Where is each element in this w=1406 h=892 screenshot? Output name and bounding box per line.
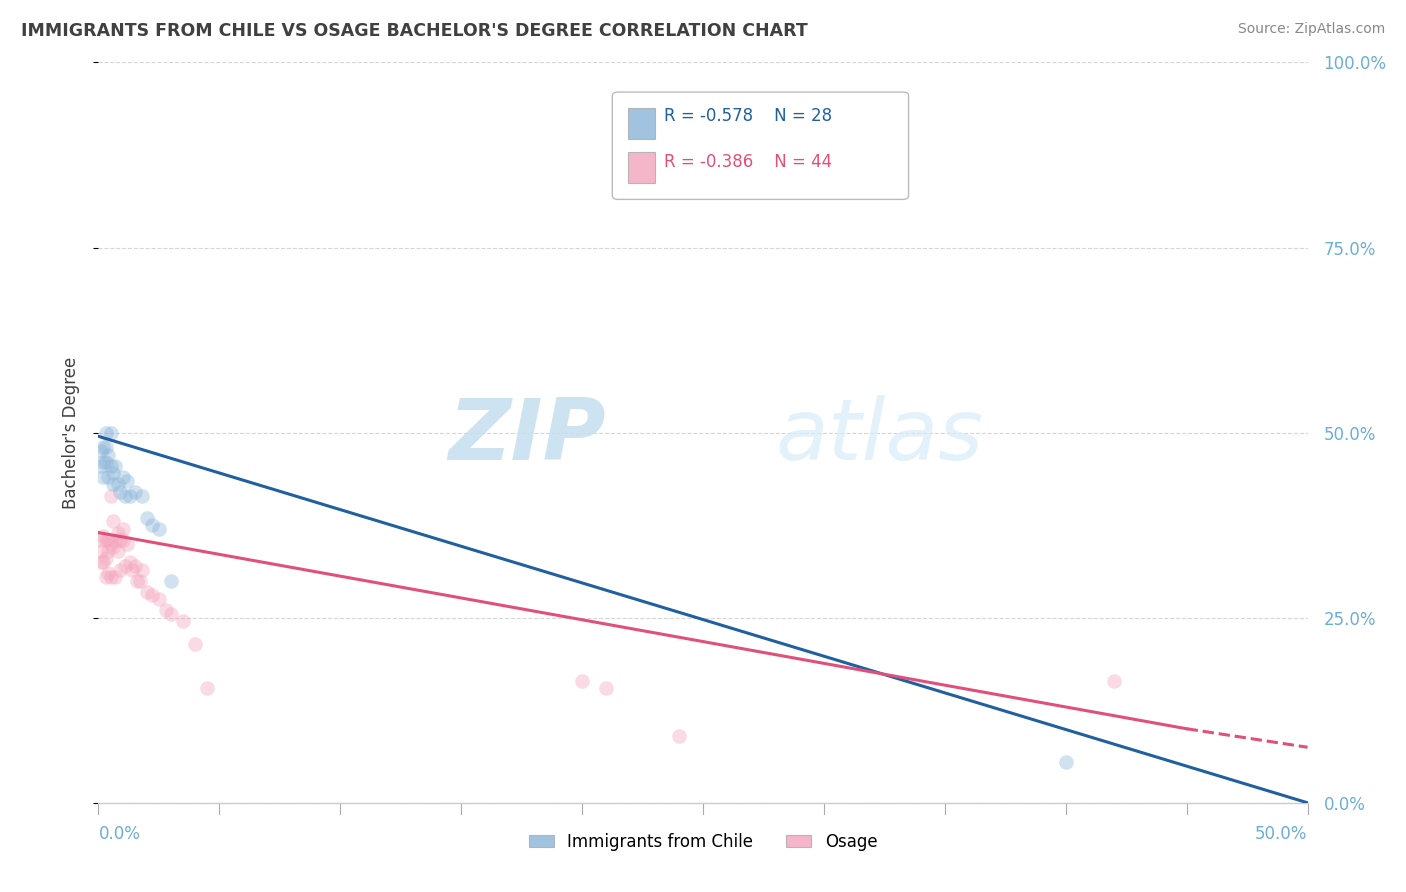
Point <box>124 484 146 499</box>
Point <box>111 533 134 547</box>
Text: atlas: atlas <box>776 395 984 478</box>
Point <box>131 563 153 577</box>
Text: 0.0%: 0.0% <box>98 825 141 843</box>
Point <box>94 441 117 455</box>
Point <box>90 555 112 569</box>
Text: R = -0.578    N = 28: R = -0.578 N = 28 <box>664 108 832 126</box>
Text: Source: ZipAtlas.com: Source: ZipAtlas.com <box>1237 22 1385 37</box>
Point <box>104 533 127 547</box>
Point <box>131 489 153 503</box>
Point <box>100 570 122 584</box>
Point <box>1054 755 1077 769</box>
Point <box>118 555 141 569</box>
Point <box>114 489 136 503</box>
Point <box>595 681 617 695</box>
Bar <box>628 152 655 183</box>
Point <box>124 558 146 573</box>
Point <box>90 458 112 473</box>
Point <box>111 470 134 484</box>
Text: IMMIGRANTS FROM CHILE VS OSAGE BACHELOR'S DEGREE CORRELATION CHART: IMMIGRANTS FROM CHILE VS OSAGE BACHELOR'… <box>21 22 808 40</box>
Point <box>101 467 124 481</box>
Point <box>97 448 120 462</box>
Point <box>135 510 157 524</box>
Point <box>117 474 139 488</box>
Point <box>148 592 170 607</box>
Point <box>100 458 122 473</box>
Point <box>141 589 163 603</box>
Bar <box>628 108 655 138</box>
Point <box>104 458 127 473</box>
Point <box>94 551 117 566</box>
Point <box>184 637 207 651</box>
FancyBboxPatch shape <box>613 92 908 200</box>
Point <box>107 525 129 540</box>
Point <box>160 574 183 588</box>
Point <box>101 477 124 491</box>
Point <box>128 574 150 588</box>
Point <box>1102 673 1125 688</box>
Point <box>141 518 163 533</box>
Point <box>100 489 122 503</box>
Point <box>90 544 112 558</box>
Point <box>155 603 177 617</box>
Point <box>101 541 124 555</box>
Point <box>111 522 134 536</box>
Point <box>104 570 127 584</box>
Point <box>172 615 194 629</box>
Point <box>668 729 690 743</box>
Point <box>135 584 157 599</box>
Point <box>91 529 114 543</box>
Point <box>160 607 183 621</box>
Point <box>121 563 143 577</box>
Point <box>117 536 139 550</box>
Point <box>108 563 131 577</box>
Point <box>97 470 120 484</box>
Point <box>90 533 112 547</box>
Point <box>97 566 120 581</box>
Point <box>97 533 120 547</box>
Point <box>91 455 114 469</box>
Point <box>571 673 593 688</box>
Text: R = -0.386    N = 44: R = -0.386 N = 44 <box>664 153 832 171</box>
Point <box>91 470 114 484</box>
Point <box>94 570 117 584</box>
Point <box>94 533 117 547</box>
Point <box>101 515 124 529</box>
Point <box>94 425 117 440</box>
Point <box>107 477 129 491</box>
Point <box>100 536 122 550</box>
Point <box>127 574 149 588</box>
Point <box>94 455 117 469</box>
Point <box>114 558 136 573</box>
Point <box>107 544 129 558</box>
Legend: Immigrants from Chile, Osage: Immigrants from Chile, Osage <box>522 826 884 857</box>
Y-axis label: Bachelor's Degree: Bachelor's Degree <box>62 357 80 508</box>
Point <box>91 555 114 569</box>
Point <box>91 441 114 455</box>
Text: 50.0%: 50.0% <box>1256 825 1308 843</box>
Point <box>100 425 122 440</box>
Text: ZIP: ZIP <box>449 395 606 478</box>
Point <box>148 522 170 536</box>
Point <box>108 533 131 547</box>
Point <box>118 489 141 503</box>
Point <box>97 544 120 558</box>
Point <box>195 681 218 695</box>
Point <box>90 444 112 458</box>
Point <box>108 484 131 499</box>
